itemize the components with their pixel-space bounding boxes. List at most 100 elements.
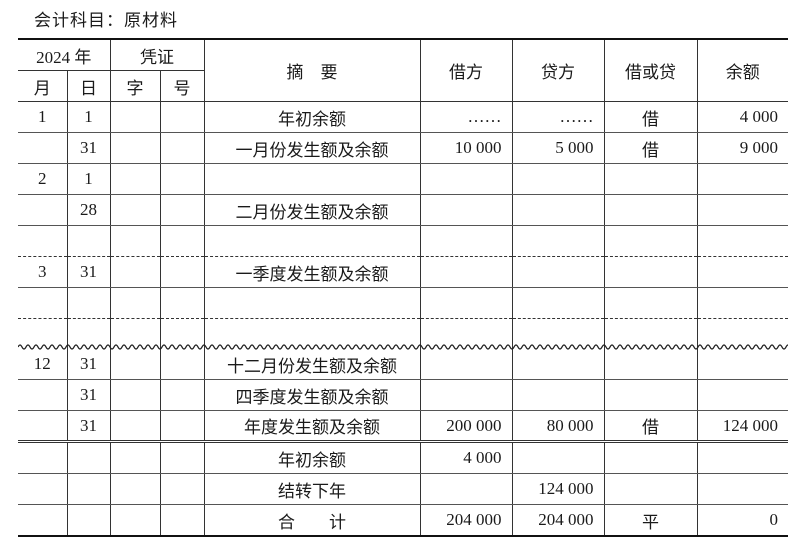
summary-cell: 年初余额 xyxy=(203,101,421,133)
debit-cell xyxy=(419,256,513,288)
voucher-type-cell xyxy=(109,349,161,380)
direction-cell: 借 xyxy=(603,410,698,443)
year-header: 2024 年 xyxy=(18,38,111,71)
balance-cell xyxy=(696,256,788,288)
debit-cell xyxy=(419,287,513,319)
direction-cell xyxy=(603,441,698,474)
direction-cell xyxy=(603,163,698,195)
voucher-no-cell xyxy=(159,441,205,474)
credit-header: 贷方 xyxy=(511,38,605,102)
table-row: 3 31 一季度发生额及余额 xyxy=(18,256,788,288)
credit-cell xyxy=(511,256,605,288)
credit-cell: …… xyxy=(511,101,605,133)
credit-cell xyxy=(511,287,605,319)
table-row: 31 一月份发生额及余额 10 000 5 000 借 9 000 xyxy=(18,132,788,164)
direction-cell xyxy=(603,473,698,505)
table-row: 31 四季度发生额及余额 xyxy=(18,379,788,411)
credit-cell: 5 000 xyxy=(511,132,605,164)
day-cell xyxy=(66,441,111,474)
balance-header: 余额 xyxy=(696,38,788,102)
credit-cell xyxy=(511,194,605,226)
voucher-no-cell xyxy=(159,194,205,226)
voucher-type-cell xyxy=(109,225,161,257)
voucher-type-header: 字 xyxy=(109,70,161,102)
voucher-no-cell xyxy=(159,163,205,195)
summary-header: 摘 要 xyxy=(203,38,421,102)
table-row: 结转下年 124 000 xyxy=(18,473,788,505)
balance-cell xyxy=(696,225,788,257)
debit-header: 借方 xyxy=(419,38,513,102)
voucher-type-cell xyxy=(109,132,161,164)
day-cell: 1 xyxy=(66,101,111,133)
voucher-no-cell xyxy=(159,132,205,164)
direction-cell xyxy=(603,225,698,257)
voucher-no-cell xyxy=(159,473,205,505)
balance-cell: 4 000 xyxy=(696,101,788,133)
credit-cell xyxy=(511,163,605,195)
summary-cell: 一季度发生额及余额 xyxy=(203,256,421,288)
table-row: 1 1 年初余额………… 借 4 000 xyxy=(18,101,788,133)
ledger-table: 2024 年 凭证 摘 要 借方 贷方 借或贷 余额 月 日 字 号 1 1 年初余… xyxy=(18,38,788,537)
wavy-break-line xyxy=(18,344,788,350)
voucher-no-cell xyxy=(159,256,205,288)
voucher-no-cell xyxy=(159,287,205,319)
debit-cell: 204 000 xyxy=(419,504,513,537)
summary-cell xyxy=(203,287,421,319)
debit-cell xyxy=(419,473,513,505)
table-row xyxy=(18,225,788,257)
voucher-type-cell xyxy=(109,163,161,195)
balance-cell: 124 000 xyxy=(696,410,788,443)
voucher-no-cell xyxy=(159,318,205,349)
summary-cell: 年度发生额及余额 xyxy=(203,410,421,443)
month-cell xyxy=(18,318,68,349)
account-title: 会计科目：原材料 xyxy=(34,11,178,30)
summary-cell xyxy=(203,318,421,349)
voucher-type-cell xyxy=(109,194,161,226)
balance-cell xyxy=(696,318,788,349)
day-cell: 31 xyxy=(66,379,111,411)
day-cell: 28 xyxy=(66,194,111,226)
day-cell: 31 xyxy=(66,349,111,380)
debit-cell xyxy=(419,163,513,195)
voucher-no-cell xyxy=(159,504,205,537)
month-cell xyxy=(18,473,68,505)
month-cell xyxy=(18,441,68,474)
direction-cell xyxy=(603,379,698,411)
month-cell xyxy=(18,225,68,257)
voucher-header: 凭证 xyxy=(109,38,205,71)
voucher-no-cell xyxy=(159,410,205,443)
direction-cell xyxy=(603,194,698,226)
voucher-no-cell xyxy=(159,379,205,411)
credit-cell xyxy=(511,225,605,257)
month-cell: 1 xyxy=(18,101,68,133)
debit-cell: …… xyxy=(419,101,513,133)
balance-cell xyxy=(696,163,788,195)
voucher-type-cell xyxy=(109,473,161,505)
debit-cell xyxy=(419,349,513,380)
month-cell xyxy=(18,132,68,164)
voucher-no-cell xyxy=(159,101,205,133)
table-row: 年初余额 4 000 xyxy=(18,441,788,474)
voucher-type-cell xyxy=(109,379,161,411)
day-cell xyxy=(66,225,111,257)
table-row: 31 年度发生额及余额 200 000 80 000 借 124 000 xyxy=(18,410,788,443)
month-cell: 2 xyxy=(18,163,68,195)
table-row: 28 二月份发生额及余额 xyxy=(18,194,788,226)
day-cell: 31 xyxy=(66,410,111,443)
day-cell: 1 xyxy=(66,163,111,195)
direction-cell xyxy=(603,318,698,349)
credit-cell: 204 000 xyxy=(511,504,605,537)
direction-header: 借或贷 xyxy=(603,38,698,102)
balance-cell xyxy=(696,287,788,319)
voucher-type-cell xyxy=(109,318,161,349)
day-header: 日 xyxy=(66,70,111,102)
balance-cell: 0 xyxy=(696,504,788,537)
day-cell xyxy=(66,473,111,505)
direction-cell xyxy=(603,349,698,380)
debit-cell xyxy=(419,194,513,226)
month-cell xyxy=(18,410,68,443)
direction-cell xyxy=(603,287,698,319)
month-cell: 12 xyxy=(18,349,68,380)
balance-cell: 9 000 xyxy=(696,132,788,164)
